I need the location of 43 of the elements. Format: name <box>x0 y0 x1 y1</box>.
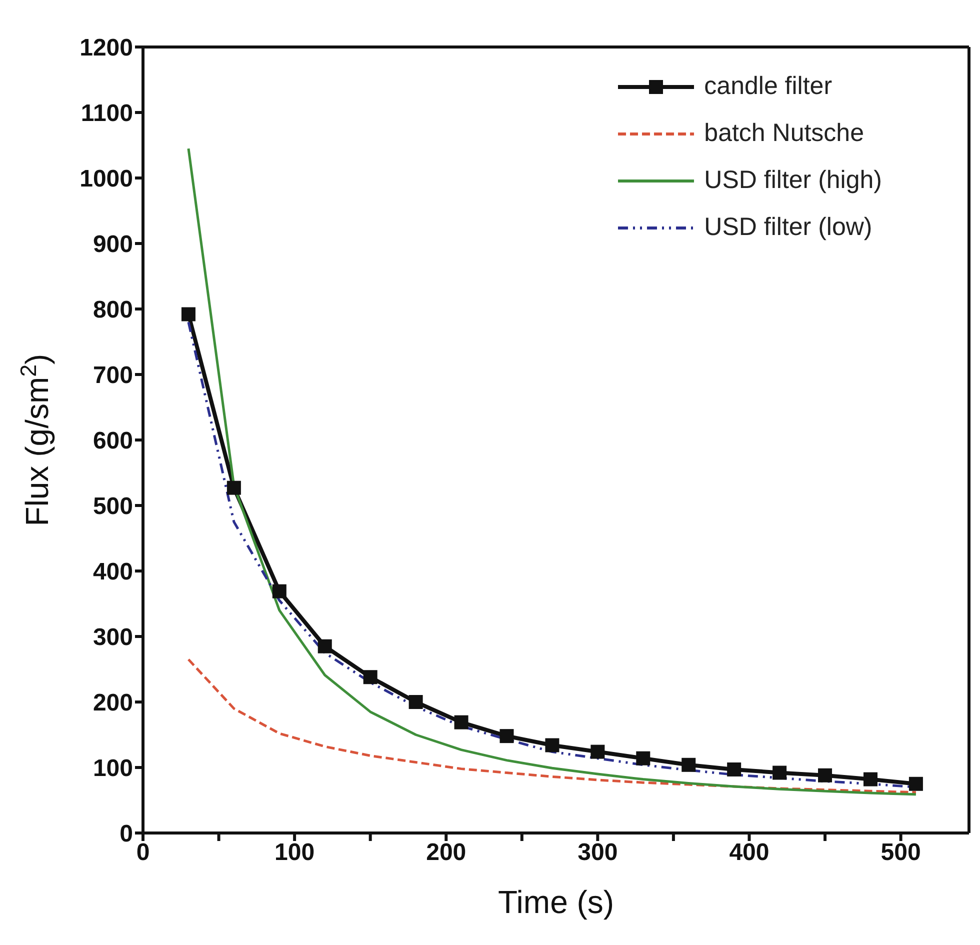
y-tick-label: 200 <box>92 690 133 717</box>
y-tick-label: 1200 <box>80 34 133 62</box>
line-series <box>187 658 918 794</box>
point <box>818 768 832 782</box>
legend-label: candle filter <box>704 72 832 101</box>
point <box>772 766 787 780</box>
x-tick-label: 200 <box>426 839 466 866</box>
point <box>727 762 742 776</box>
y-tick-label: 800 <box>92 296 133 324</box>
x-tick-label: 300 <box>578 839 618 866</box>
x-tick-label: 500 <box>880 839 921 866</box>
line-series <box>187 147 918 796</box>
point <box>500 729 514 744</box>
y-tick-label: 500 <box>92 493 133 520</box>
y-tick-label: 300 <box>92 624 133 652</box>
x-tick-label: 100 <box>274 839 315 866</box>
point <box>226 480 241 495</box>
y-tick-label: 1100 <box>80 100 133 128</box>
point <box>408 695 423 709</box>
y-tick-label: 900 <box>92 231 133 258</box>
point <box>590 744 605 759</box>
x-tick-label: 400 <box>729 839 770 866</box>
point <box>272 584 286 598</box>
x-tick-label: 0 <box>136 839 150 866</box>
y-tick-label: 100 <box>92 755 133 782</box>
legend-label: batch Nutsche <box>704 119 864 148</box>
point <box>363 670 378 684</box>
point <box>682 758 696 772</box>
point <box>181 307 196 322</box>
x-axis-title: Time (s) <box>498 884 614 920</box>
point <box>318 639 332 654</box>
y-tick-label: 700 <box>92 362 133 390</box>
point <box>636 751 650 766</box>
y-tick-label: 0 <box>120 820 133 848</box>
legend-label: USD filter (high) <box>704 166 882 195</box>
y-tick-label: 1000 <box>80 166 133 193</box>
point <box>454 715 468 730</box>
y-tick-label: 400 <box>92 558 133 586</box>
y-tick-label: 600 <box>92 428 133 455</box>
legend-label: USD filter (low) <box>704 213 872 242</box>
point <box>908 776 923 791</box>
point <box>863 772 878 786</box>
point <box>545 738 560 752</box>
